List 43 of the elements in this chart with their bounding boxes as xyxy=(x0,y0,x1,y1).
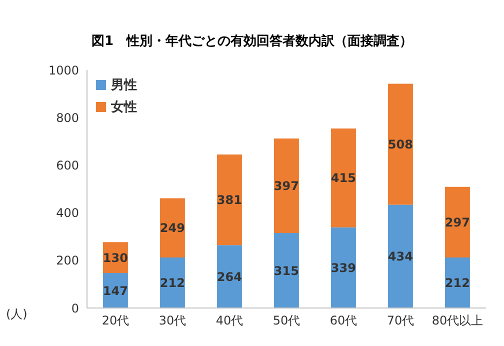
chart-title: 図1 性別・年代ごとの有効回答者数内訳（面接調査） xyxy=(90,32,414,50)
data-label: 508 xyxy=(388,138,413,152)
y-axis-title: (人) xyxy=(6,306,28,323)
x-tick-label: 20代 xyxy=(102,314,130,328)
bar xyxy=(160,258,185,308)
bar xyxy=(216,245,242,308)
y-tick-label: 800 xyxy=(56,110,79,125)
legend-label: 女性 xyxy=(111,99,137,116)
y-tick-label: 400 xyxy=(56,206,79,220)
data-label: 147 xyxy=(102,284,128,298)
data-label: 212 xyxy=(160,276,185,290)
x-tick-label: 80代以上 xyxy=(432,314,484,328)
data-label: 130 xyxy=(102,250,128,265)
x-tick-label: 50代 xyxy=(272,314,300,328)
bar xyxy=(330,227,356,308)
y-tick-label: 600 xyxy=(56,158,79,172)
x-tick-label: 30代 xyxy=(158,314,186,328)
data-label: 339 xyxy=(330,260,356,275)
bar xyxy=(330,128,356,228)
data-label: 249 xyxy=(160,221,185,236)
x-tick-label: 70代 xyxy=(386,314,414,328)
x-tick-label: 60代 xyxy=(330,314,358,328)
y-tick-label: 0 xyxy=(71,301,79,316)
data-label: 212 xyxy=(444,276,470,290)
y-tick-label: 200 xyxy=(56,254,79,268)
data-label: 315 xyxy=(274,264,299,278)
bar xyxy=(444,258,470,308)
data-label: 264 xyxy=(216,270,242,284)
y-tick-label: 1000 xyxy=(48,63,79,78)
bar xyxy=(274,138,299,234)
data-label: 381 xyxy=(216,193,242,208)
x-tick-label: 40代 xyxy=(216,314,244,328)
data-label: 415 xyxy=(330,171,356,186)
bar xyxy=(274,233,299,308)
legend-label: 男性 xyxy=(111,77,137,94)
bar xyxy=(216,154,242,246)
data-label: 434 xyxy=(388,250,413,264)
bar xyxy=(388,204,413,308)
bar xyxy=(160,198,185,258)
data-label: 397 xyxy=(274,179,299,194)
bar xyxy=(388,84,413,205)
bar xyxy=(444,186,470,258)
data-label: 297 xyxy=(444,215,470,230)
